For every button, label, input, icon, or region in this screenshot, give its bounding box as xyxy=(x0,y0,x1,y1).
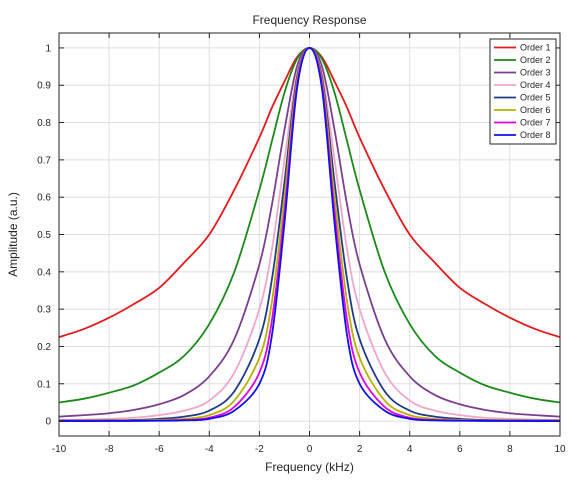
y-tick-label: 0.9 xyxy=(37,81,51,92)
x-tick-label: -10 xyxy=(52,444,67,455)
legend-label-order-5: Order 5 xyxy=(520,93,551,103)
x-tick-label: -6 xyxy=(155,444,164,455)
y-tick-label: 0 xyxy=(45,417,51,428)
y-tick-label: 0.2 xyxy=(37,342,51,353)
y-axis-label: Amplitude (a.u.) xyxy=(6,192,20,277)
y-tick-label: 0.3 xyxy=(37,305,51,316)
y-tick-label: 0.4 xyxy=(37,267,51,278)
x-tick-label: 2 xyxy=(357,444,363,455)
legend-label-order-1: Order 1 xyxy=(520,43,551,53)
x-tick-label: 0 xyxy=(307,444,313,455)
axis-ticks: -10 -8 -6 -4 -2 0 2 4 6 8 10 0 0.1 0.2 0.3 0.4 0.5 0.6 0.7… xyxy=(37,33,566,455)
legend-label-order-8: Order 8 xyxy=(520,130,551,140)
legend-label-order-3: Order 3 xyxy=(520,68,551,78)
legend-box xyxy=(489,38,557,145)
y-tick-label: 0.1 xyxy=(37,379,51,390)
legend-label-order-7: Order 7 xyxy=(520,118,551,128)
x-tick-label: 4 xyxy=(407,444,413,455)
legend: Order 1 Order 2 Order 3 Order 4 Order 5 Order… xyxy=(489,38,557,145)
x-tick-label: 8 xyxy=(507,444,513,455)
x-tick-label: 10 xyxy=(554,444,566,455)
x-tick-label: -2 xyxy=(255,444,264,455)
y-tick-label: 0.8 xyxy=(37,118,51,129)
y-tick-label: 0.7 xyxy=(37,155,51,166)
legend-label-order-4: Order 4 xyxy=(520,80,551,90)
legend-label-order-2: Order 2 xyxy=(520,55,551,65)
series-lines xyxy=(58,47,561,422)
legend-label-order-6: Order 6 xyxy=(520,105,551,115)
chart-title: Frequency Response xyxy=(252,13,366,27)
y-tick-label: 0.5 xyxy=(37,230,51,241)
y-tick-label: 0.6 xyxy=(37,193,51,204)
x-tick-label: -4 xyxy=(205,444,214,455)
y-tick-label: 1 xyxy=(45,43,51,54)
x-tick-label: 6 xyxy=(457,444,463,455)
series-line-order-8 xyxy=(59,47,560,422)
x-tick-label: -8 xyxy=(105,444,114,455)
x-axis-label: Frequency (kHz) xyxy=(265,460,354,474)
